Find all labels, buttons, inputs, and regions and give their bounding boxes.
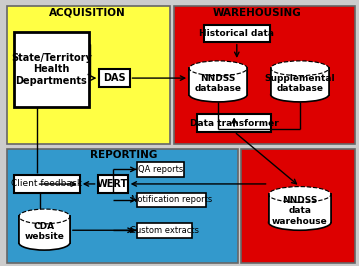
Text: Notification reports: Notification reports [131,195,212,204]
Text: Historical data: Historical data [199,29,274,38]
Text: NNDSS
data
warehouse: NNDSS data warehouse [272,196,328,226]
Ellipse shape [19,235,70,250]
Text: NNDSS
database: NNDSS database [195,74,242,93]
Bar [271,68,329,94]
Ellipse shape [19,209,70,224]
FancyBboxPatch shape [99,69,130,87]
Text: WAREHOUSING: WAREHOUSING [213,8,302,18]
FancyBboxPatch shape [197,114,271,132]
FancyBboxPatch shape [136,223,192,238]
FancyBboxPatch shape [136,162,185,177]
Bar [7,149,238,263]
Bar [7,6,170,144]
FancyBboxPatch shape [136,193,206,207]
Ellipse shape [269,186,331,202]
Text: State/Territory
Health
Departments: State/Territory Health Departments [11,53,92,86]
Text: DAS: DAS [103,73,126,83]
Ellipse shape [189,61,247,76]
Bar [269,194,331,222]
Text: Custom extracts: Custom extracts [130,226,199,235]
FancyBboxPatch shape [14,32,89,107]
Bar [241,149,355,263]
Text: Supplemental
database: Supplemental database [265,74,335,93]
Text: CDA
website: CDA website [24,222,64,242]
Text: Client feedback: Client feedback [11,180,83,188]
FancyBboxPatch shape [204,24,270,42]
Text: WERT: WERT [97,179,128,189]
Text: ACQUISITION: ACQUISITION [48,8,125,18]
Text: Data transformer: Data transformer [190,119,279,128]
Bar [19,217,70,243]
Ellipse shape [269,214,331,230]
FancyBboxPatch shape [98,175,128,193]
Ellipse shape [271,87,329,102]
Bar [189,68,247,94]
Ellipse shape [271,61,329,76]
Text: QA reports: QA reports [138,165,183,174]
Text: REPORTING: REPORTING [90,151,158,160]
Bar [174,6,355,144]
FancyBboxPatch shape [14,175,80,193]
Ellipse shape [189,87,247,102]
